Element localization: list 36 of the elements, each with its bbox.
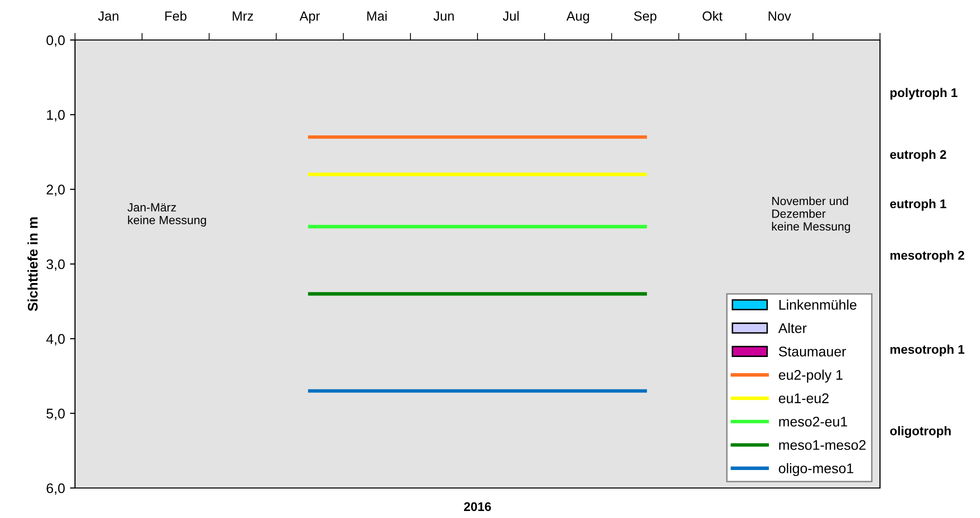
x-tick-label: Aug [566,12,590,24]
text: mesotroph 2 [890,250,964,262]
legend-label: eu1-eu2 [778,393,829,404]
y-tick-label: 2,0 [46,184,65,196]
legend-label: Linkenmühle [779,300,856,310]
legend-label: meso1-meso2 [779,440,866,450]
legend-label: eu2-poly 1 [778,370,842,383]
y-tick-label: 4,0 [46,334,65,346]
text: eutroph 1 [890,199,946,211]
text: mesotroph 1 [890,344,964,356]
annotation: November und Dezember keine Messung [772,196,850,233]
y-tick-label: 0,0 [46,35,65,47]
x-tick-label: Apr [300,12,320,24]
legend-label: oligo-meso1 [778,463,854,476]
y-tick-label: 6,0 [46,483,65,495]
legend-label: Alter [778,322,807,334]
text: oligotroph [890,426,951,438]
y-tick-label: 3,0 [46,259,65,271]
x-tick-label: Jul [502,11,519,21]
legend-label: Staumauer [778,346,846,356]
y-axis-title: Sichttiefe in m [27,217,38,312]
x-tick-label: Nov [768,12,792,21]
text: polytroph 1 [890,88,958,100]
y-tick-label: 1,0 [47,110,65,122]
x-tick-label: Feb [165,11,186,21]
x-tick-label: Okt [702,11,722,21]
x-tick-label: Jun [434,12,454,21]
x-tick-label: Sep [634,11,656,24]
x-tick-label: Mai [367,11,387,21]
x-tick-label: Jan [98,12,118,21]
text: eutroph 2 [890,150,946,162]
x-tick-label: Mrz [232,12,254,21]
annotation: Jan-März keine Messung [128,203,206,227]
legend-label: meso2-eu1 [779,416,848,427]
y-tick-label: 5,0 [46,408,65,420]
x-axis-title: 2016 [464,502,491,512]
